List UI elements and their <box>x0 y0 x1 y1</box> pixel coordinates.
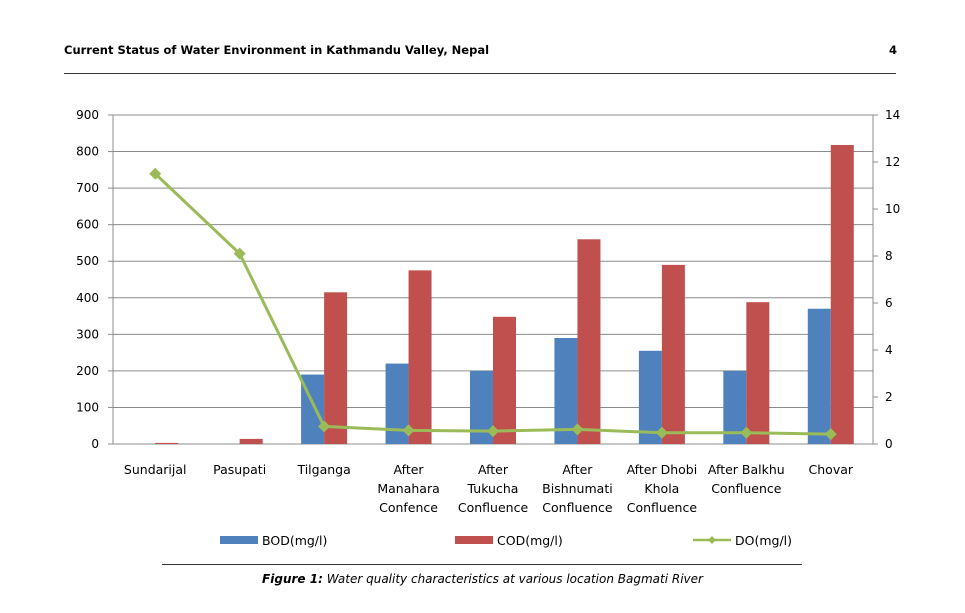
y-left-tick-label: 100 <box>76 400 99 414</box>
x-category-label: Chovar <box>809 462 854 477</box>
y-right-tick-label: 2 <box>885 390 893 404</box>
bar-cod-mg-l <box>239 438 263 444</box>
do-point-marker <box>149 167 162 180</box>
x-category-label: After <box>394 462 425 477</box>
x-category-label: Confluence <box>458 500 529 515</box>
do-point-marker <box>740 426 753 439</box>
y-right-tick-label: 12 <box>885 155 900 169</box>
bar-cod-mg-l <box>155 442 179 444</box>
bar-bod-mg-l <box>385 363 409 444</box>
y-right-tick-label: 10 <box>885 202 900 216</box>
do-point-marker <box>402 424 415 437</box>
y-right-tick-label: 6 <box>885 296 893 310</box>
do-point-marker <box>487 425 499 438</box>
legend-swatch <box>220 536 258 544</box>
x-category-label: Pasupati <box>213 462 266 477</box>
x-category-label: Sundarijal <box>124 462 187 477</box>
legend-marker <box>708 536 716 544</box>
legend-label: BOD(mg/l) <box>262 533 327 548</box>
bar-cod-mg-l <box>493 316 516 444</box>
legend-label: DO(mg/l) <box>735 533 792 548</box>
x-category-label: Tukucha <box>467 481 519 496</box>
bar-cod-mg-l <box>324 292 348 444</box>
header-rule <box>64 73 896 74</box>
x-category-label: After Dhobi <box>627 462 698 477</box>
y-left-tick-label: 500 <box>76 254 99 268</box>
bar-cod-mg-l <box>577 239 601 444</box>
do-point-marker <box>233 247 246 260</box>
bar-bod-mg-l <box>554 337 578 444</box>
figure-caption: Figure 1: Water quality characteristics … <box>0 572 965 586</box>
y-left-tick-label: 800 <box>76 145 99 159</box>
y-right-tick-label: 8 <box>885 249 893 263</box>
caption-text: Water quality characteristics at various… <box>326 572 703 586</box>
y-left-tick-label: 700 <box>76 181 99 195</box>
y-left-tick-label: 600 <box>76 218 99 232</box>
y-left-tick-label: 400 <box>76 291 99 305</box>
legend-swatch <box>455 536 493 544</box>
bar-bod-mg-l <box>723 370 747 444</box>
x-category-label: Confluence <box>711 481 782 496</box>
x-category-label: Bishnumati <box>542 481 613 496</box>
x-category-label: After Balkhu <box>708 462 785 477</box>
page-number: 4 <box>888 43 897 57</box>
y-left-tick-label: 300 <box>76 327 99 341</box>
caption-label: Figure 1: <box>262 572 323 586</box>
bar-cod-mg-l <box>408 270 432 444</box>
y-left-tick-label: 200 <box>76 364 99 378</box>
x-category-label: Confluence <box>627 500 698 515</box>
bar-cod-mg-l <box>746 302 770 444</box>
x-category-label: Khola <box>644 481 679 496</box>
x-category-label: Confluence <box>542 500 613 515</box>
do-point-marker <box>655 426 668 439</box>
y-left-tick-label: 900 <box>76 108 99 122</box>
x-category-label: Tilganga <box>296 462 350 477</box>
caption-rule <box>162 564 802 565</box>
y-left-tick-label: 0 <box>91 437 99 451</box>
do-point-marker <box>824 428 837 441</box>
x-category-label: Manahara <box>377 481 439 496</box>
bar-bod-mg-l <box>638 350 662 444</box>
do-point-marker <box>318 420 331 433</box>
running-title: Current Status of Water Environment in K… <box>64 43 490 57</box>
water-quality-chart: 0 100 200 300 400 500 600 700 800 900 0 2 4 6 8 10 12 14 S… <box>76 108 900 548</box>
do-point-marker <box>571 423 584 436</box>
x-category-label: Confence <box>379 500 438 515</box>
y-right-tick-label: 4 <box>885 343 893 357</box>
bar-bod-mg-l <box>807 308 831 444</box>
bar-bod-mg-l <box>470 370 493 444</box>
y-right-tick-label: 14 <box>885 108 900 122</box>
bar-cod-mg-l <box>661 264 685 444</box>
x-category-label: After <box>562 462 593 477</box>
bar-cod-mg-l <box>830 144 854 444</box>
x-category-label: After <box>478 462 509 477</box>
y-right-tick-label: 0 <box>885 437 893 451</box>
legend-label: COD(mg/l) <box>497 533 563 548</box>
